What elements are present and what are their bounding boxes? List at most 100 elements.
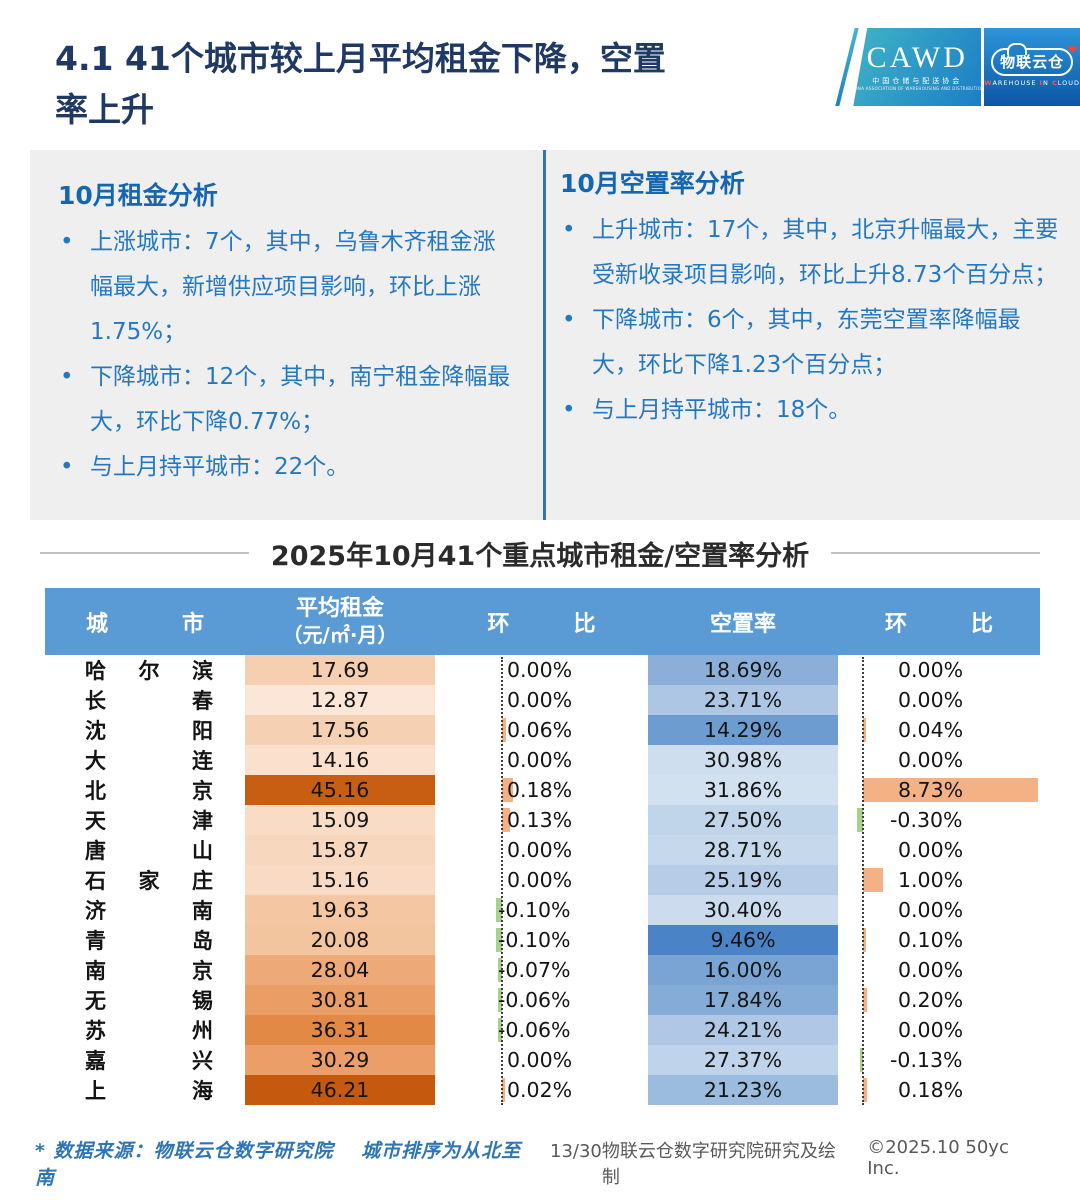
positive-change-bar bbox=[502, 718, 506, 742]
negative-change-bar bbox=[498, 1018, 502, 1042]
table-row: 南京 28.04 -0.07% 16.00% 0.00% bbox=[45, 955, 1040, 985]
positive-change-bar bbox=[502, 808, 510, 832]
copyright-text: ©2025.10 50yc Inc. bbox=[867, 1137, 1009, 1179]
table-row: 嘉兴 30.29 0.00% 27.37% -0.13% bbox=[45, 1045, 1040, 1075]
vacancy-cell: 27.50% bbox=[648, 805, 838, 835]
vacancy-cell: 14.29% bbox=[648, 715, 838, 745]
credit-text: 物联云仓数字研究院研究及绘制 bbox=[601, 1141, 836, 1188]
positive-change-bar bbox=[502, 1078, 505, 1102]
city-name-cell: 长春 bbox=[85, 689, 213, 713]
positive-change-bar bbox=[502, 778, 513, 802]
rent-mom-cell: -0.06% bbox=[498, 1018, 571, 1042]
vacancy-cell: 23.71% bbox=[648, 685, 838, 715]
cawd-wordmark: CAWD bbox=[866, 41, 968, 74]
negative-change-bar bbox=[498, 988, 502, 1012]
warehouse-in-cloud-logo: 物联云仓 WAREHOUSE IN CLOUD bbox=[984, 28, 1080, 106]
page-title: 4.1 41个城市较上月平均租金下降，空置 率上升 bbox=[55, 33, 855, 135]
cloud-wordmark-en: WAREHOUSE IN CLOUD bbox=[984, 78, 1080, 87]
vacancy-cell: 16.00% bbox=[648, 955, 838, 985]
vacancy-mom-cell: 0.00% bbox=[898, 658, 964, 682]
negative-change-bar bbox=[496, 898, 502, 922]
table-row: 长春 12.87 0.00% 23.71% 0.00% bbox=[45, 685, 1040, 715]
avg-rent-cell: 14.16 bbox=[245, 745, 435, 775]
city-name-cell: 苏州 bbox=[85, 1019, 213, 1043]
table-row: 上海 46.21 0.02% 21.23% 0.18% bbox=[45, 1075, 1040, 1105]
avg-rent-cell: 17.69 bbox=[245, 655, 435, 685]
bullet-text: 上升城市：17个，其中，北京升幅最大，主要受新收录项目影响，环比上升8.73个百… bbox=[592, 217, 1059, 288]
header-vacancy-mom: 环比 bbox=[885, 611, 993, 637]
table-row: 沈阳 17.56 0.06% 14.29% 0.04% bbox=[45, 715, 1040, 745]
page-number: 13/30 bbox=[550, 1141, 602, 1162]
bullet-item: • 上涨城市：7个，其中，乌鲁木齐租金涨幅最大，新增供应项目影响，环比上涨1.75… bbox=[58, 220, 513, 355]
table-header-row: 城市 平均租金 （元/㎡·月） 环比 空置率 环比 bbox=[45, 588, 1040, 655]
city-name-cell: 石家庄 bbox=[85, 869, 213, 893]
city-name-cell: 南京 bbox=[85, 959, 213, 983]
vacancy-cell: 30.98% bbox=[648, 745, 838, 775]
vacancy-cell: 30.40% bbox=[648, 895, 838, 925]
vacancy-mom-cell: 0.18% bbox=[838, 1075, 1040, 1105]
positive-change-bar bbox=[863, 928, 866, 952]
vacancy-mom-cell: -0.30% bbox=[838, 805, 1040, 835]
vacancy-mom-cell: 0.00% bbox=[898, 1018, 964, 1042]
city-name-cell: 上海 bbox=[85, 1079, 213, 1103]
vacancy-cell: 28.71% bbox=[648, 835, 838, 865]
rent-analysis-column: 10月租金分析 • 上涨城市：7个，其中，乌鲁木齐租金涨幅最大，新增供应项目影响，… bbox=[58, 150, 513, 490]
negative-change-bar bbox=[857, 808, 863, 832]
monthly-summary-panel: 10月租金分析 • 上涨城市：7个，其中，乌鲁木齐租金涨幅最大，新增供应项目影响，… bbox=[30, 150, 1080, 520]
avg-rent-cell: 45.16 bbox=[245, 775, 435, 805]
header-avg-rent-unit: （元/㎡·月） bbox=[282, 622, 398, 647]
avg-rent-cell: 36.31 bbox=[245, 1015, 435, 1045]
city-rent-vacancy-table: 城市 平均租金 （元/㎡·月） 环比 空置率 环比 哈尔滨 17.69 0.00% 1… bbox=[45, 588, 1040, 1105]
page-footer: * 数据来源：物联云仓数字研究院 城市排序为从北至南 13/30 物联云仓数字研… bbox=[35, 1136, 1045, 1190]
positive-change-bar bbox=[863, 718, 866, 742]
vacancy-cell: 27.37% bbox=[648, 1045, 838, 1075]
bullet-text: 与上月持平城市：22个。 bbox=[90, 454, 350, 480]
bullet-item: • 与上月持平城市：18个。 bbox=[560, 388, 1065, 433]
brand-logo: CAWD 中国仓储与配送协会 CHINA ASSOCIATION OF WARE… bbox=[835, 28, 1080, 106]
bullet-item: • 与上月持平城市：22个。 bbox=[58, 445, 513, 490]
avg-rent-cell: 12.87 bbox=[245, 685, 435, 715]
table-title: 2025年10月41个重点城市租金/空置率分析 bbox=[270, 540, 810, 572]
city-name-cell: 无锡 bbox=[85, 989, 213, 1013]
rent-mom-cell: 0.18% bbox=[435, 775, 648, 805]
city-name-cell: 北京 bbox=[85, 779, 213, 803]
header-city: 城市 bbox=[86, 611, 204, 637]
table-row: 石家庄 15.16 0.00% 25.19% 1.00% bbox=[45, 865, 1040, 895]
city-name-cell: 嘉兴 bbox=[85, 1049, 213, 1073]
rent-mom-cell: -0.06% bbox=[498, 988, 571, 1012]
table-row: 苏州 36.31 -0.06% 24.21% 0.00% bbox=[45, 1015, 1040, 1045]
city-name-cell: 济南 bbox=[85, 899, 213, 923]
cloud-icon: 物联云仓 bbox=[991, 39, 1080, 76]
rent-mom-cell: 0.00% bbox=[507, 838, 573, 862]
avg-rent-cell: 15.87 bbox=[245, 835, 435, 865]
vacancy-analysis-heading: 10月空置率分析 bbox=[560, 169, 745, 198]
rent-mom-cell: -0.07% bbox=[498, 958, 571, 982]
bullet-marker: • bbox=[562, 307, 576, 333]
vacancy-mom-cell: 0.00% bbox=[898, 958, 964, 982]
vacancy-mom-cell: 0.20% bbox=[838, 985, 1040, 1015]
rent-mom-cell: 0.00% bbox=[507, 1048, 573, 1072]
table-row: 济南 19.63 -0.10% 30.40% 0.00% bbox=[45, 895, 1040, 925]
header-rent-mom: 环比 bbox=[487, 611, 596, 637]
rent-mom-cell: 0.02% bbox=[435, 1075, 648, 1105]
vacancy-cell: 31.86% bbox=[648, 775, 838, 805]
header-vacancy: 空置率 bbox=[709, 611, 776, 637]
table-row: 青岛 20.08 -0.10% 9.46% 0.10% bbox=[45, 925, 1040, 955]
rent-mom-cell: 0.00% bbox=[507, 868, 573, 892]
city-name-cell: 唐山 bbox=[85, 839, 213, 863]
avg-rent-cell: 19.63 bbox=[245, 895, 435, 925]
bullet-text: 下降城市：6个，其中，东莞空置率降幅最大，环比下降1.23个百分点； bbox=[592, 307, 1021, 378]
vacancy-mom-cell: 0.04% bbox=[838, 715, 1040, 745]
negative-change-bar bbox=[496, 928, 502, 952]
vacancy-cell: 25.19% bbox=[648, 865, 838, 895]
city-name-cell: 哈尔滨 bbox=[85, 659, 213, 683]
cloud-wordmark-cn: 物联云仓 bbox=[1000, 52, 1065, 71]
table-row: 北京 45.16 0.18% 31.86% 8.73% bbox=[45, 775, 1040, 805]
table-title-block: 2025年10月41个重点城市租金/空置率分析 bbox=[40, 528, 1040, 578]
rent-mom-cell: 0.00% bbox=[507, 688, 573, 712]
vacancy-mom-cell: 0.10% bbox=[838, 925, 1040, 955]
positive-change-bar bbox=[863, 1078, 867, 1102]
negative-change-bar bbox=[860, 1048, 863, 1072]
vacancy-mom-cell: 0.00% bbox=[898, 688, 964, 712]
vacancy-mom-zero-axis bbox=[862, 657, 864, 1105]
